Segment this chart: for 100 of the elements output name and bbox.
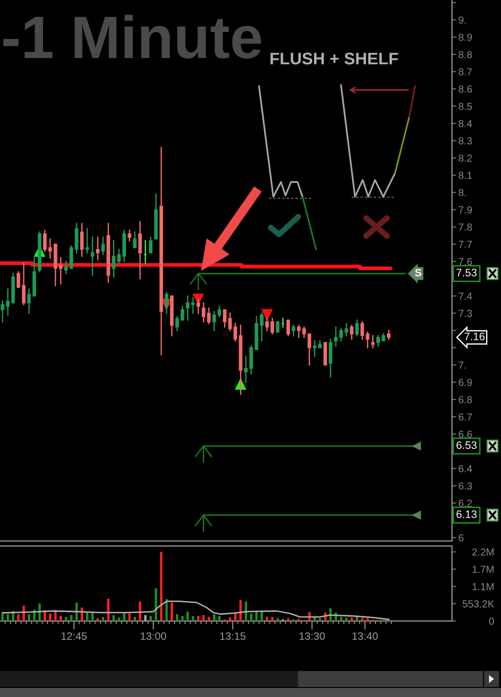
text: 6.53	[456, 441, 477, 449]
candlestick	[371, 335, 375, 348]
y-tick-label: 7.	[458, 362, 466, 369]
bar	[181, 616, 184, 621]
bar	[38, 604, 41, 621]
y-tick-label: 7.3	[458, 310, 472, 317]
bar	[208, 616, 210, 621]
bar	[212, 614, 216, 621]
candlestick	[366, 332, 370, 348]
x-tick-label: 12:45	[62, 632, 87, 640]
y-tick-label: 9.	[458, 16, 466, 24]
y-tick-label: 7.9	[458, 206, 472, 214]
bar	[86, 612, 88, 621]
y-tick-label: 7.6	[458, 258, 472, 266]
bar	[75, 602, 78, 621]
y-tick-label: 6	[458, 534, 464, 542]
bar	[271, 616, 274, 621]
candlestick	[22, 262, 26, 306]
y-tick-label: 8.5	[458, 102, 472, 110]
candlestick	[74, 222, 78, 254]
candlestick	[350, 324, 354, 340]
point	[261, 309, 273, 321]
bar	[22, 606, 25, 621]
bar	[250, 614, 252, 621]
y-tick-label: 8.3	[458, 137, 472, 144]
bar	[102, 616, 104, 621]
y-tick-label: 8.7	[458, 68, 472, 76]
candlestick	[196, 298, 200, 314]
y-tick-label: 6.9	[458, 378, 472, 386]
candlestick	[276, 321, 280, 333]
y-tick-label: 8.	[458, 189, 466, 196]
bar	[350, 618, 353, 621]
y-tick-label: 6.3	[458, 482, 472, 490]
annotation: S	[415, 268, 422, 276]
y-tick-label: 6.6	[458, 430, 472, 438]
bar	[17, 614, 20, 621]
bar	[197, 616, 200, 621]
candlestick	[85, 228, 89, 254]
bar	[176, 614, 178, 621]
y-tick-label: 8.8	[458, 50, 472, 58]
y-tick-label: 0	[489, 618, 494, 625]
y-tick-label: 6.8	[458, 396, 472, 404]
candlestick	[138, 221, 142, 280]
y-tick-label: 8.2	[458, 154, 472, 162]
y-tick-label: 8.1	[458, 172, 472, 179]
y-tick-label: 6.7	[458, 413, 472, 421]
bar	[60, 616, 62, 621]
point	[412, 510, 421, 520]
bar	[6, 614, 10, 621]
candlestick	[122, 230, 126, 262]
text: 6.13	[456, 510, 477, 518]
y-tick-label: 8.9	[458, 34, 472, 41]
bar	[366, 618, 369, 621]
bar	[160, 552, 162, 621]
bar	[340, 616, 342, 621]
candlestick	[164, 292, 168, 314]
chart-title: -1 Minute	[3, 14, 262, 59]
bar	[170, 602, 174, 621]
candlestick	[128, 230, 132, 242]
candlestick	[96, 236, 100, 260]
bar	[244, 602, 248, 621]
text: 7.53	[456, 268, 477, 276]
bar	[186, 612, 189, 621]
bar	[218, 616, 221, 621]
candlestick	[58, 257, 63, 284]
bar	[260, 611, 263, 621]
candlestick	[296, 324, 301, 338]
candlestick	[80, 222, 84, 257]
bar	[107, 598, 110, 621]
y-tick-label: 2.2M	[472, 548, 494, 556]
candlestick	[43, 230, 47, 252]
candlestick	[286, 319, 290, 336]
candlestick	[292, 324, 296, 336]
bar	[96, 618, 99, 621]
candlestick	[133, 231, 137, 248]
y-tick-label: 7.8	[458, 224, 472, 231]
y-tick-label: 7.4	[458, 292, 472, 300]
y-tick-label: 8.6	[458, 85, 472, 93]
y-tick-label: 1.7M	[472, 566, 494, 573]
annotation: FLUSH + SHELF	[270, 52, 398, 64]
x-tick-label: 13:40	[352, 632, 378, 640]
candlestick	[101, 236, 105, 256]
point	[412, 442, 421, 450]
x-tick-label: 13:30	[300, 632, 325, 640]
x-tick-label: 13:15	[220, 632, 246, 640]
bar	[361, 618, 364, 621]
line-series	[2, 600, 390, 620]
candlestick	[334, 326, 338, 347]
bar	[138, 602, 142, 621]
bar	[48, 614, 52, 621]
y-tick-label: 7.7	[458, 240, 472, 248]
bar	[149, 616, 152, 621]
bar	[287, 618, 290, 621]
candlestick	[244, 356, 248, 383]
candlestick	[323, 342, 328, 366]
candlestick	[148, 236, 152, 254]
y-tick-label: 1.1M	[472, 583, 494, 590]
candlestick	[328, 338, 332, 378]
bar	[239, 600, 242, 621]
candlestick	[355, 319, 359, 336]
